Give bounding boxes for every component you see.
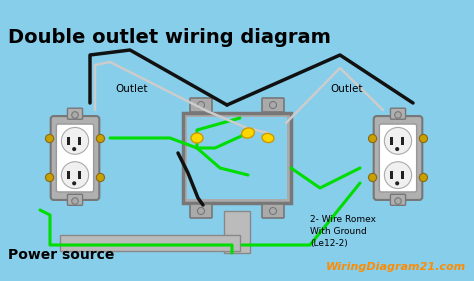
Text: WiringDiagram21.com: WiringDiagram21.com: [326, 262, 466, 272]
Text: Power source: Power source: [8, 248, 114, 262]
Bar: [390, 171, 392, 179]
Ellipse shape: [262, 133, 274, 142]
Circle shape: [419, 173, 428, 182]
FancyBboxPatch shape: [391, 194, 406, 205]
Circle shape: [72, 112, 78, 118]
Ellipse shape: [384, 128, 411, 154]
FancyBboxPatch shape: [262, 98, 284, 112]
Bar: [187, 117, 287, 199]
Circle shape: [72, 198, 78, 204]
Circle shape: [419, 134, 428, 143]
Bar: [60, 235, 240, 251]
FancyBboxPatch shape: [262, 204, 284, 218]
Circle shape: [368, 173, 377, 182]
Bar: [401, 137, 404, 145]
FancyBboxPatch shape: [67, 108, 82, 119]
Text: Double outlet wiring diagram: Double outlet wiring diagram: [8, 28, 331, 47]
Ellipse shape: [191, 133, 203, 143]
Bar: [401, 171, 404, 179]
Ellipse shape: [242, 128, 255, 138]
Circle shape: [368, 134, 377, 143]
Text: Outlet: Outlet: [115, 84, 147, 94]
Ellipse shape: [395, 181, 399, 185]
Bar: [67, 171, 70, 179]
Bar: [78, 171, 81, 179]
Circle shape: [198, 101, 204, 108]
Circle shape: [46, 173, 54, 182]
FancyBboxPatch shape: [374, 116, 422, 200]
FancyBboxPatch shape: [51, 116, 100, 200]
Ellipse shape: [395, 147, 399, 151]
Circle shape: [395, 198, 401, 204]
FancyBboxPatch shape: [56, 124, 94, 192]
Circle shape: [270, 101, 276, 108]
Ellipse shape: [61, 128, 89, 154]
FancyBboxPatch shape: [379, 124, 417, 192]
Bar: [67, 137, 70, 145]
Text: Outlet: Outlet: [330, 84, 363, 94]
FancyBboxPatch shape: [190, 204, 212, 218]
Circle shape: [198, 207, 204, 214]
Circle shape: [96, 134, 105, 143]
Bar: [78, 137, 81, 145]
FancyBboxPatch shape: [67, 194, 82, 205]
Bar: [390, 137, 392, 145]
Circle shape: [46, 134, 54, 143]
Bar: [224, 211, 250, 253]
Circle shape: [96, 173, 105, 182]
Circle shape: [270, 207, 276, 214]
Ellipse shape: [72, 181, 76, 185]
FancyBboxPatch shape: [190, 98, 212, 112]
Ellipse shape: [384, 162, 411, 189]
Ellipse shape: [72, 147, 76, 151]
Ellipse shape: [61, 162, 89, 189]
Circle shape: [395, 112, 401, 118]
FancyBboxPatch shape: [391, 108, 406, 119]
Text: 2- Wire Romex
With Ground
(Le12-2): 2- Wire Romex With Ground (Le12-2): [310, 215, 376, 248]
Bar: [183, 113, 291, 203]
